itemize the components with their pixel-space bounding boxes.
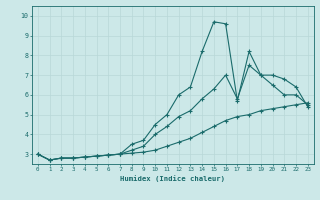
X-axis label: Humidex (Indice chaleur): Humidex (Indice chaleur) xyxy=(120,175,225,182)
